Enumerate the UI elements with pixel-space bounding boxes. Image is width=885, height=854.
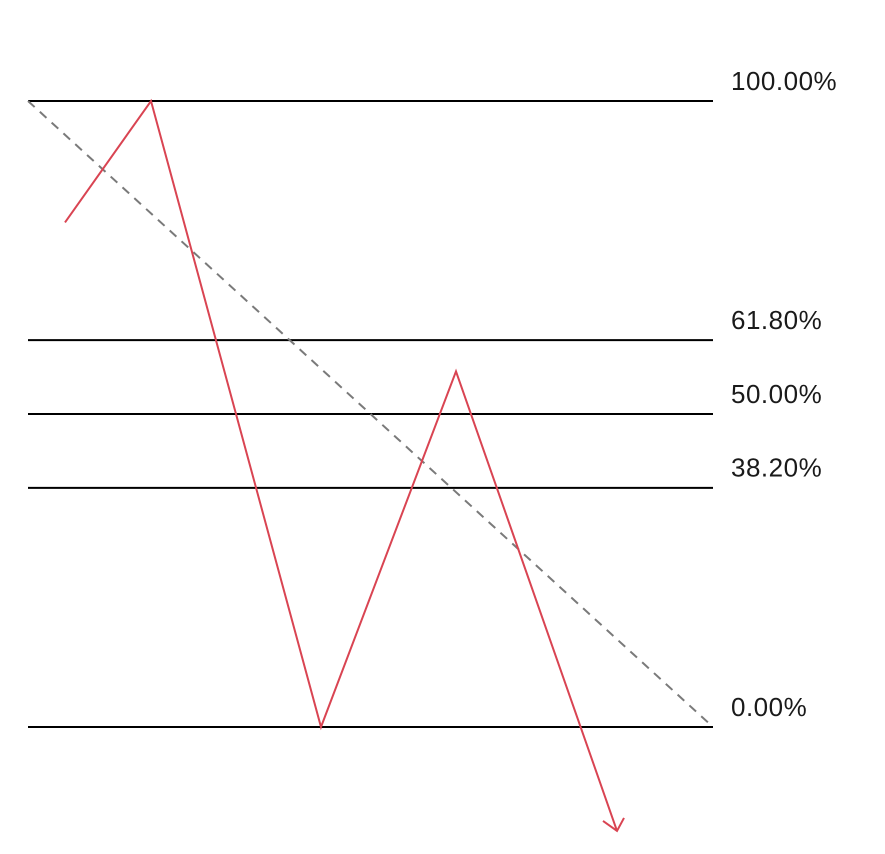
level-label: 38.20% <box>731 453 822 483</box>
level-label: 0.00% <box>731 692 807 722</box>
down-arrow-icon <box>602 817 625 833</box>
fibonacci-levels: 100.00% 61.80% 50.00% 38.20% 0.00% <box>28 66 837 728</box>
diagonal-trend-line <box>27 100 714 728</box>
level-label: 100.00% <box>731 66 837 96</box>
level-label: 61.80% <box>731 305 822 335</box>
price-path <box>64 98 618 832</box>
level-label: 50.00% <box>731 379 822 409</box>
